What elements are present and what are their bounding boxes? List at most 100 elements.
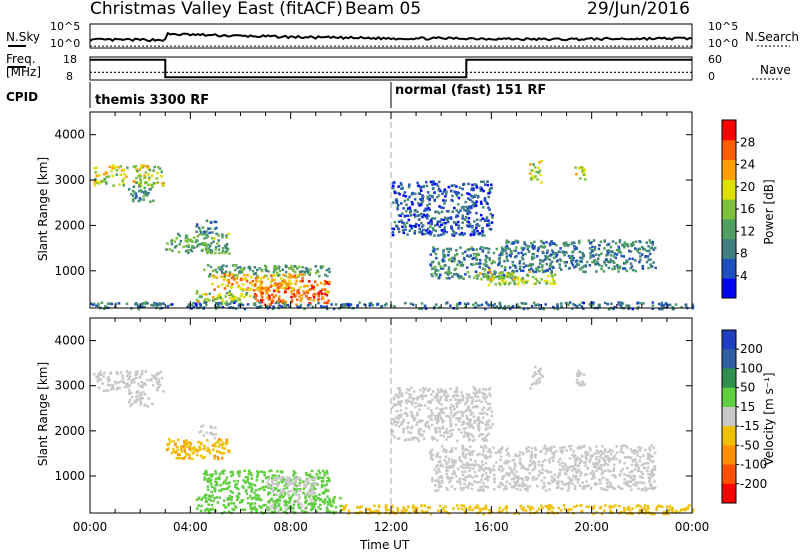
power-cell (550, 269, 553, 273)
velocity-cell (477, 434, 481, 438)
power-cell (467, 205, 471, 208)
power-cell (567, 303, 570, 306)
power-cell (215, 297, 219, 300)
velocity-cell (262, 471, 265, 474)
velocity-cell (586, 453, 589, 457)
velocity-cell (426, 388, 430, 392)
velocity-cell (625, 474, 629, 477)
power-cell (263, 303, 267, 306)
power-cell (221, 271, 224, 275)
velocity-cell (461, 420, 465, 424)
velocity-cell (214, 472, 218, 475)
velocity-cell (206, 446, 210, 450)
velocity-cell (342, 505, 346, 509)
velocity-cell (452, 507, 455, 510)
velocity-cell (478, 412, 482, 415)
velocity-cell (302, 491, 305, 495)
power-cell (393, 305, 396, 308)
velocity-cell (473, 421, 476, 424)
power-cell (291, 292, 294, 296)
velocity-cell (273, 506, 276, 510)
velocity-cell (334, 510, 337, 514)
power-cell (132, 185, 136, 188)
power-cell (691, 303, 694, 306)
power-cell (328, 270, 331, 274)
velocity-cell (611, 486, 614, 489)
power-cell (473, 229, 476, 232)
power-cell (205, 249, 208, 253)
power-cell (110, 169, 113, 173)
velocity-cell (412, 390, 416, 393)
power-cell (433, 271, 436, 275)
power-cell (437, 220, 440, 223)
velocity-cell (531, 477, 534, 480)
velocity-cell (458, 458, 461, 461)
velocity-cell (649, 455, 652, 458)
velocity-cell (636, 481, 640, 484)
power-cell (422, 228, 426, 232)
power-cell (531, 175, 534, 178)
velocity-cell (537, 474, 540, 477)
power-cell (195, 225, 198, 228)
power-cell (230, 300, 233, 304)
power-cell (245, 292, 248, 295)
velocity-cell (461, 396, 465, 399)
velocity-cell (454, 411, 458, 415)
velocity-cell (152, 376, 156, 379)
power-cell (410, 193, 414, 196)
power-cell (637, 305, 640, 309)
power-cell (214, 220, 218, 224)
velocity-cell (503, 488, 506, 491)
power-cell (273, 289, 276, 293)
velocity-cell (312, 477, 316, 481)
power-cell (464, 216, 468, 219)
power-cell (444, 199, 447, 202)
power-cell (189, 238, 193, 242)
power-cell (662, 306, 666, 309)
velocity-cell (151, 383, 155, 387)
velocity-cell (284, 499, 287, 502)
power-cell (560, 306, 564, 309)
velocity-cell (222, 482, 225, 485)
power-cell (251, 279, 254, 283)
power-cell (522, 307, 526, 311)
velocity-cell (310, 486, 314, 489)
velocity-cell (258, 504, 261, 508)
velocity-cell (121, 377, 125, 380)
power-cell (227, 274, 231, 277)
power-cell (466, 271, 470, 274)
power-cell (533, 240, 536, 244)
power-cell (265, 269, 268, 272)
power-cell (455, 223, 458, 226)
velocity-cell (416, 398, 419, 401)
velocity-cell (391, 505, 394, 509)
velocity-cell (396, 509, 400, 512)
power-cell (392, 181, 395, 185)
velocity-cell (579, 458, 582, 461)
power-cell (622, 244, 626, 247)
velocity-cell (531, 468, 534, 472)
power-cell (649, 258, 652, 261)
power-cell (399, 182, 403, 185)
velocity-cell (589, 454, 592, 458)
power-cell (438, 273, 442, 276)
velocity-cell (255, 475, 259, 479)
velocity-cell (429, 452, 432, 455)
power-cell (287, 276, 290, 279)
velocity-cell (481, 473, 485, 476)
velocity-cell (218, 475, 221, 479)
velocity-cell (325, 469, 329, 473)
velocity-cell (593, 483, 597, 486)
power-cell (195, 298, 199, 302)
velocity-cell (102, 375, 105, 378)
power-cell (503, 282, 507, 286)
velocity-cell (215, 481, 218, 484)
velocity-cell (623, 478, 627, 481)
velocity-cell (319, 476, 322, 479)
power-cell (102, 179, 105, 183)
power-cell (639, 302, 642, 305)
power-heatmap (90, 159, 695, 311)
power-cell (487, 304, 491, 307)
velocity-cell (209, 478, 213, 482)
power-cell (207, 250, 210, 253)
